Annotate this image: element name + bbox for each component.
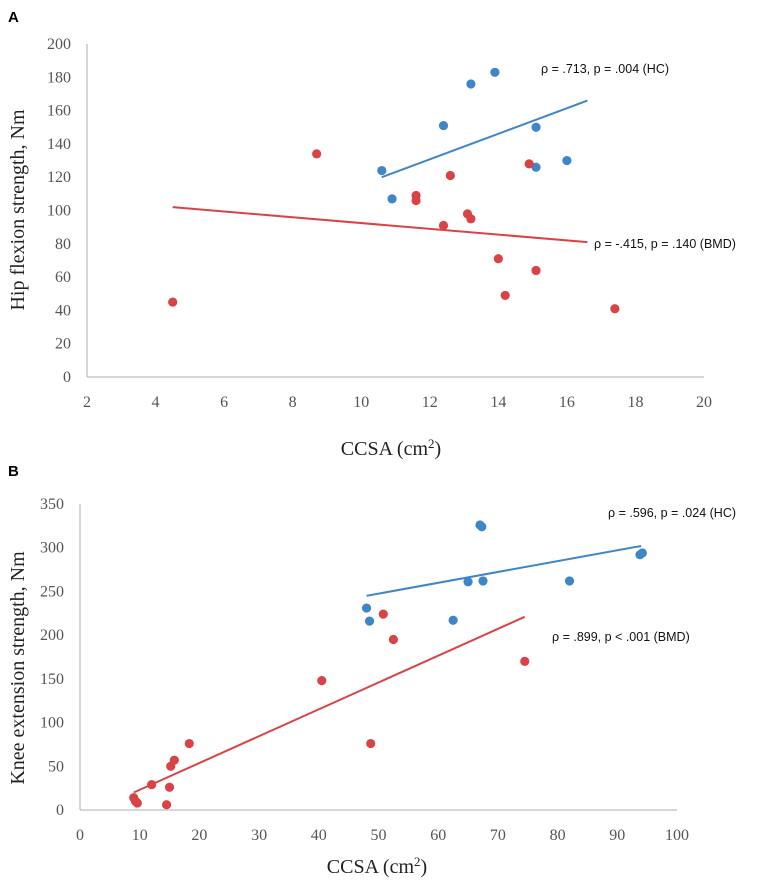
panel-b-bmd-annotation: ρ = .899, p < .001 (BMD) [552, 630, 690, 644]
panel-a-hc-point [387, 194, 397, 204]
panel-a-x-tick-label: 14 [490, 394, 506, 411]
panel-a-y-tick-label: 180 [47, 69, 71, 86]
panel-a-y-axis-title: Hip flexion strength, Nm [7, 109, 29, 311]
panel-a-bmd-annotation: ρ = -.415, p = .140 (BMD) [594, 237, 736, 251]
panel-b-bmd-point [378, 609, 388, 619]
panel-a-chart: A 2 4 6 8 10 12 14 16 18 200204060801001201401601… [7, 9, 736, 460]
panel-a-hc-point [490, 67, 500, 77]
panel-b-y-axis-title: Knee extension strength, Nm [7, 551, 29, 785]
panel-a-bmd-point [610, 304, 620, 314]
panel-a-hc-point [562, 155, 572, 166]
panel-b-x-tick-label: 40 [311, 827, 327, 844]
panel-a-x-tick-label: 4 [152, 394, 160, 411]
panel-b-x-tick-label: 70 [490, 827, 506, 844]
panel-a-bmd-point [500, 290, 510, 301]
panel-b-y-tick-label: 350 [40, 496, 64, 513]
panel-a-y-tick-label: 100 [47, 203, 71, 220]
panel-b-y-tick-label: 150 [40, 671, 64, 688]
panel-a-letter: A [8, 9, 19, 26]
panel-b-bmd-trendline [133, 615, 526, 794]
panel-a-bmd-point [411, 195, 421, 206]
panel-b-x-tick-label: 10 [132, 827, 148, 844]
panel-b-y-tick-label: 200 [40, 627, 64, 644]
panel-a-bmd-point [524, 159, 534, 169]
panel-b-hc-point [637, 548, 647, 558]
panel-b-chart: B 0 10 20 30 40 50 60 70 80 90 100 0 50 100 150 200 250 3… [7, 463, 736, 878]
panel-a-y-tick-label: 20 [55, 336, 71, 353]
panel-b-hc-point [448, 615, 458, 625]
panel-b-bmd-point [161, 800, 172, 810]
panel-a-bmd-point [168, 297, 178, 307]
panel-b-hc-point [463, 577, 473, 587]
panel-a-y-tick-label: 60 [55, 269, 71, 286]
panel-b-bmd-point [317, 676, 327, 686]
panel-b-hc-point [564, 576, 575, 586]
panel-b-bmd-point [388, 634, 399, 645]
panel-a-y-tick-label: 0 [63, 369, 71, 386]
panel-b-x-axis-title: CCSA (cm2) [327, 854, 427, 878]
panel-b-bmd-point [184, 738, 194, 749]
panel-b-bmd-point [520, 656, 530, 666]
panel-b-hc-trendline [366, 544, 642, 597]
panel-b-x-tick-label: 60 [430, 827, 446, 844]
panel-a-bmd-point [466, 214, 476, 224]
panel-b-bmd-point [366, 738, 376, 749]
panel-b-hc-point [361, 603, 372, 613]
panel-a-y-tick-label: 80 [55, 236, 71, 253]
panel-b-y-tick-label: 0 [56, 802, 64, 819]
panel-a-x-axis-title: CCSA (cm2) [341, 436, 441, 460]
panel-a-hc-point [531, 122, 541, 132]
panel-a-bmd-point [445, 170, 455, 181]
panel-a-x-tick-label: 20 [696, 394, 712, 411]
panel-b-x-tick-label: 30 [251, 827, 267, 844]
panel-a-x-tick-label: 6 [220, 394, 228, 411]
panel-b-x-tick-label: 50 [371, 827, 387, 844]
panel-b-bmd-point [132, 798, 142, 808]
panel-b-letter: B [8, 463, 19, 480]
panel-a-hc-trendline [381, 99, 588, 179]
panel-b-hc-annotation: ρ = .596, p = .024 (HC) [608, 506, 736, 520]
panel-b-y-tick-label: 300 [40, 540, 64, 557]
panel-a-hc-point [377, 165, 387, 176]
panel-b-bmd-point [147, 780, 157, 790]
panel-a-x-tick-label: 2 [83, 394, 91, 411]
panel-a-y-tick-label: 140 [47, 136, 71, 153]
panel-a-bmd-point [493, 254, 503, 264]
panel-b-x-tick-label: 0 [76, 827, 84, 844]
panel-a-bmd-point [438, 220, 449, 231]
panel-a-x-tick-label: 10 [353, 394, 369, 411]
panel-a-y-tick-label: 200 [47, 36, 71, 53]
panel-a-bmd-trendline [172, 206, 588, 244]
panel-b-y-tick-label: 100 [40, 715, 64, 732]
panel-b-y-tick-label: 250 [40, 583, 64, 600]
panel-a-y-tick-label: 120 [47, 169, 71, 186]
panel-b-y-tick-label: 50 [48, 758, 64, 775]
panel-a-bmd-point [531, 265, 541, 276]
panel-b-x-tick-label: 20 [191, 827, 207, 844]
panel-b-bmd-point [169, 755, 179, 765]
panel-b-hc-point [477, 522, 487, 532]
panel-a-y-tick-label: 40 [55, 302, 71, 319]
panel-a-hc-annotation: ρ = .713, p = .004 (HC) [541, 62, 669, 76]
panel-a-hc-point [466, 79, 476, 89]
panel-b-hc-point [364, 616, 375, 626]
panel-b-x-tick-label: 80 [550, 827, 566, 844]
panel-a-hc-point [438, 120, 449, 131]
panel-b-hc-point [478, 576, 488, 586]
panel-b-x-tick-label: 90 [609, 827, 625, 844]
panel-a-hc-point [531, 162, 541, 172]
panel-a-x-tick-label: 18 [627, 394, 643, 411]
panel-b-x-tick-label: 100 [665, 827, 689, 844]
panel-a-y-tick-label: 160 [47, 103, 71, 120]
panel-a-bmd-point [312, 149, 322, 159]
panel-a-x-tick-label: 16 [559, 394, 575, 411]
panel-a-x-tick-label: 12 [422, 394, 438, 411]
panel-b-bmd-point [164, 782, 175, 792]
panel-a-x-tick-label: 8 [289, 394, 297, 411]
